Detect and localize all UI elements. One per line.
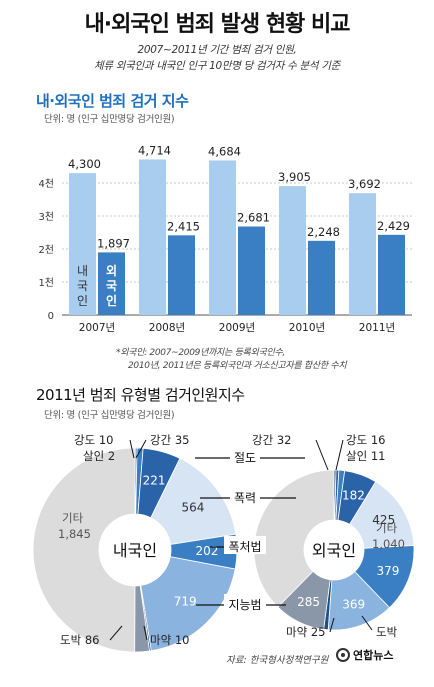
bar-domestic — [209, 160, 236, 315]
section1-title: 내·외국인 범죄 검거 지수 — [36, 92, 189, 110]
outside-label: 마약 10 — [150, 633, 189, 647]
bar-foreign — [378, 234, 405, 315]
y-tick-label: 0 — [48, 311, 54, 322]
slice-value-label: 379 — [377, 564, 400, 578]
slice-value-label: 719 — [174, 595, 197, 609]
category-label: 지능범 — [228, 598, 261, 612]
legend-char: 국 — [106, 279, 117, 293]
donut-hole — [99, 514, 171, 586]
leader-line — [135, 439, 147, 459]
section2-unit: 단위: 명 (인구 십만명당 검거인원) — [44, 410, 175, 421]
outside-label: 도박 — [376, 625, 398, 639]
y-tick-label: 3천 — [38, 211, 54, 223]
category-label: 폭처법 — [228, 540, 261, 554]
leader-line — [315, 439, 329, 471]
section1-unit: 단위: 명 (인구 십만명당 검거인원) — [44, 114, 175, 125]
legend-char: 국 — [77, 279, 88, 293]
bar-value-label: 2,415 — [167, 219, 200, 233]
bar-value-label: 1,897 — [97, 236, 130, 250]
bar-value-label: 4,684 — [208, 144, 241, 158]
bar-domestic — [139, 159, 166, 315]
bar-value-label: 2,681 — [237, 211, 270, 225]
bar-value-label: 2,429 — [377, 219, 410, 233]
bar-foreign — [168, 235, 195, 315]
slice-value-label: 221 — [143, 474, 166, 488]
bar-value-label: 3,905 — [278, 170, 311, 184]
leader-line — [335, 439, 344, 471]
legend-char: 인 — [77, 294, 88, 308]
outside-label: 1,845 — [58, 527, 91, 541]
bar-domestic — [69, 173, 96, 315]
leader-line — [361, 615, 373, 631]
donut-charts: 221 564 202 719 내국인 182 425 379 369 285 외국인 강도 10 살인… — [32, 433, 415, 653]
outside-label: 기타 — [62, 511, 84, 525]
logo-text: 연합뉴스 — [353, 649, 394, 662]
legend-char: 내 — [77, 264, 88, 278]
logo: 연합뉴스 — [336, 647, 393, 663]
section1-note-1: *외국인: 2007~2009년까지는 등록외국인수, — [116, 348, 286, 358]
section2-title: 2011년 범죄 유형별 검거인원지수 — [36, 386, 245, 404]
outside-label: 강간 32 — [252, 433, 291, 447]
bar-foreign — [308, 240, 335, 315]
category-label: 절도 — [234, 451, 256, 465]
connector-label-bg — [224, 536, 266, 554]
outside-label: 강간 35 — [150, 433, 189, 447]
x-tick-label: 2009년 — [219, 322, 255, 334]
outside-label: 도박 86 — [60, 633, 99, 647]
slice-value-label: 285 — [297, 595, 320, 609]
outside-label: 강도 10 — [74, 433, 113, 447]
y-tick-label: 2천 — [38, 244, 54, 256]
leader-line — [143, 625, 148, 641]
outside-label: 살인 11 — [346, 449, 385, 463]
subtitle-line-1: 2007~2011년 기간 범죄 검거 인원, — [137, 44, 297, 56]
slice-value-label: 425 — [372, 513, 395, 527]
bar-value-label: 3,692 — [348, 177, 381, 191]
connector-label-bg — [224, 594, 266, 612]
bar-foreign — [98, 252, 125, 315]
x-tick-label: 2007년 — [79, 322, 115, 334]
outside-label: 강도 16 — [346, 433, 385, 447]
page-title: 내·외국인 범죄 발생 현황 비교 — [84, 12, 351, 37]
slice-value-label: 564 — [181, 500, 204, 514]
slice-value-label: 182 — [342, 488, 365, 502]
section1-note-2: 2010년, 2011년은 등록외국인과 거소신고자를 합산한 수치 — [128, 361, 347, 371]
outside-label: 기타 — [376, 521, 398, 535]
donut-hole — [304, 520, 364, 580]
y-tick-label: 4천 — [38, 178, 54, 190]
legend-char: 인 — [106, 293, 117, 308]
source-text: 자료: 한국형사정책연구원 — [226, 655, 329, 666]
category-label: 폭력 — [234, 491, 256, 505]
outside-label: 살인 2 — [83, 449, 115, 463]
outside-label: 마약 25 — [286, 625, 325, 639]
x-tick-label: 2008년 — [149, 322, 185, 334]
x-tick-label: 2010년 — [289, 322, 325, 334]
bar-chart: 0 1천 2천 3천 4천 4,300 1,897 2007년 4,714 2,415 2008년 4… — [38, 143, 412, 334]
leader-line — [329, 617, 335, 633]
x-tick-label: 2011년 — [359, 322, 395, 334]
donut-center-label: 외국인 — [312, 541, 356, 560]
legend-char: 외 — [106, 263, 117, 278]
leader-line — [129, 439, 135, 459]
slice-value-label: 202 — [196, 544, 219, 558]
connector-label-bg — [230, 447, 260, 465]
subtitle-line-2: 체류 외국인과 내국인 인구 10만명 당 검거자 수 분석 기준 — [93, 60, 341, 72]
bar-value-label: 2,248 — [307, 225, 340, 239]
bar-value-label: 4,300 — [68, 157, 101, 171]
slice-value-label: 369 — [342, 598, 365, 612]
connector-label-bg — [230, 487, 260, 505]
logo-icon — [336, 648, 350, 662]
donut-center-label: 내국인 — [113, 541, 157, 560]
bar-domestic — [279, 186, 306, 315]
bar-value-label: 4,714 — [138, 143, 171, 157]
y-tick-label: 1천 — [38, 277, 54, 289]
bar-domestic — [349, 193, 376, 315]
leader-line — [109, 625, 123, 641]
bar-foreign — [238, 226, 265, 315]
outside-label: 1,040 — [372, 537, 405, 551]
